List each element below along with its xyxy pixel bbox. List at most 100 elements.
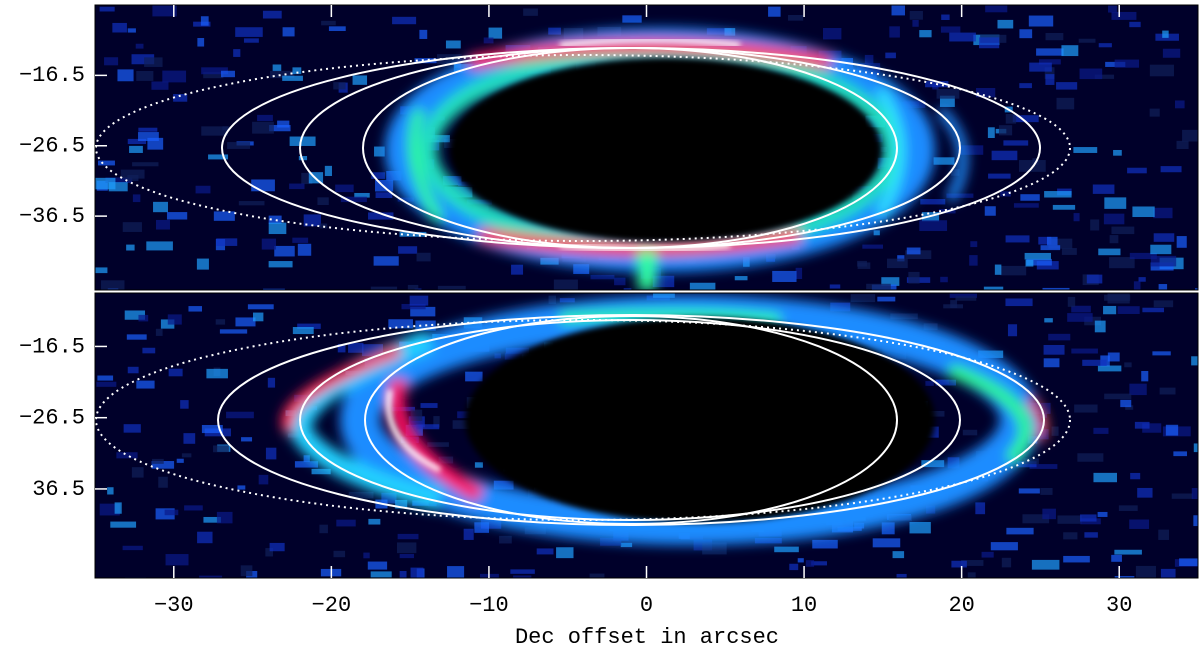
noise xyxy=(1019,29,1033,39)
noise xyxy=(1153,233,1175,242)
noise xyxy=(997,19,1014,29)
noise xyxy=(112,22,127,33)
noise xyxy=(243,38,259,43)
noise xyxy=(1113,149,1122,156)
noise xyxy=(1129,252,1157,260)
panel-image-bottom xyxy=(95,293,1198,578)
noise xyxy=(1193,443,1198,453)
noise xyxy=(553,279,578,290)
noise xyxy=(1022,514,1050,524)
noise xyxy=(399,553,415,559)
noise xyxy=(689,282,716,290)
noise xyxy=(437,285,466,290)
noise xyxy=(905,250,932,260)
noise xyxy=(235,317,256,327)
noise xyxy=(370,286,398,290)
noise xyxy=(979,37,1000,49)
noise xyxy=(1124,362,1132,368)
noise xyxy=(381,492,397,504)
noise xyxy=(132,194,141,203)
noise xyxy=(407,284,419,290)
noise xyxy=(340,196,367,203)
noise xyxy=(408,416,425,428)
noise xyxy=(241,437,253,442)
noise xyxy=(301,172,313,185)
noise xyxy=(920,199,946,205)
noise xyxy=(949,32,976,42)
noise xyxy=(221,70,235,78)
noise xyxy=(1026,258,1052,266)
noise xyxy=(124,310,146,320)
noise xyxy=(1107,352,1120,362)
noise xyxy=(919,30,932,38)
noise xyxy=(201,126,228,136)
noise xyxy=(1107,293,1130,304)
noise xyxy=(352,75,368,85)
noise xyxy=(881,277,900,286)
noise xyxy=(267,377,276,388)
noise xyxy=(734,276,748,281)
noise xyxy=(1025,259,1034,267)
noise xyxy=(1094,74,1115,79)
noise xyxy=(303,214,321,227)
noise xyxy=(292,327,314,335)
noise xyxy=(215,319,226,325)
noise xyxy=(1109,235,1119,244)
noise xyxy=(1017,461,1037,468)
noise xyxy=(1109,257,1135,269)
noise xyxy=(1073,213,1080,222)
noise xyxy=(184,505,203,511)
noise xyxy=(151,81,169,90)
noise xyxy=(1129,519,1150,529)
x-tick-label: 10 xyxy=(791,593,817,618)
noise xyxy=(144,57,163,67)
noise xyxy=(1162,30,1169,38)
noise xyxy=(510,569,535,574)
noise xyxy=(1129,21,1141,28)
noise xyxy=(1098,248,1121,256)
noise xyxy=(1111,554,1122,562)
noise xyxy=(397,533,419,540)
noise xyxy=(208,154,229,160)
noise xyxy=(269,124,291,132)
noise xyxy=(1133,281,1141,290)
noise xyxy=(200,16,209,26)
noise xyxy=(397,197,414,202)
noise xyxy=(1098,43,1112,48)
noise xyxy=(1142,307,1165,313)
noise xyxy=(1160,568,1176,578)
noise xyxy=(311,468,331,475)
noise xyxy=(511,264,524,275)
noise xyxy=(1114,575,1135,578)
noise xyxy=(1138,277,1146,282)
noise xyxy=(274,245,295,257)
noise xyxy=(923,323,938,331)
noise xyxy=(1114,549,1142,555)
noise xyxy=(1077,453,1104,462)
x-tick-label: 20 xyxy=(948,593,974,618)
noise xyxy=(396,542,417,554)
noise xyxy=(127,138,147,145)
panel-image-top xyxy=(95,5,1198,290)
noise xyxy=(1000,191,1011,197)
noise xyxy=(1149,108,1160,117)
noise xyxy=(1036,48,1064,56)
noise xyxy=(1001,557,1012,568)
noise xyxy=(850,294,876,303)
x-tick-label: 0 xyxy=(640,593,653,618)
noise xyxy=(1097,365,1122,372)
noise xyxy=(247,304,274,310)
noise xyxy=(95,177,116,190)
noise xyxy=(132,162,159,167)
noise xyxy=(976,87,996,98)
x-tick-label: 30 xyxy=(1106,593,1132,618)
noise xyxy=(958,145,984,155)
noise xyxy=(1044,318,1053,323)
noise xyxy=(138,314,149,322)
noise xyxy=(1093,427,1109,434)
noise xyxy=(410,567,424,578)
noise xyxy=(990,542,1018,551)
noise xyxy=(162,70,187,83)
noise xyxy=(772,270,797,282)
noise xyxy=(197,38,205,47)
